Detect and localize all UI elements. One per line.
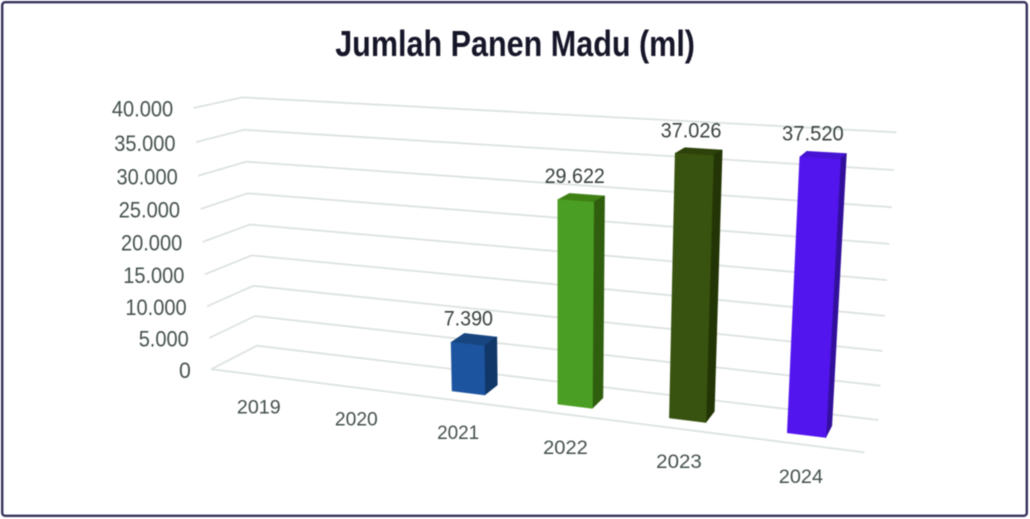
svg-text:25.000: 25.000 bbox=[119, 198, 180, 223]
svg-text:30.000: 30.000 bbox=[117, 165, 178, 190]
svg-text:2023: 2023 bbox=[656, 451, 702, 473]
svg-text:0: 0 bbox=[179, 358, 191, 383]
svg-text:20.000: 20.000 bbox=[121, 231, 182, 256]
svg-text:5.000: 5.000 bbox=[139, 327, 189, 352]
svg-text:29.622: 29.622 bbox=[545, 164, 605, 188]
svg-text:37.520: 37.520 bbox=[782, 121, 844, 145]
svg-text:40.000: 40.000 bbox=[112, 97, 173, 122]
svg-text:2019: 2019 bbox=[237, 397, 281, 419]
svg-text:15.000: 15.000 bbox=[123, 263, 184, 288]
svg-text:35.000: 35.000 bbox=[114, 131, 175, 156]
svg-text:Jumlah Panen Madu (ml): Jumlah Panen Madu (ml) bbox=[335, 23, 695, 64]
svg-text:37.026: 37.026 bbox=[661, 119, 722, 143]
svg-text:2020: 2020 bbox=[335, 409, 378, 431]
svg-text:10.000: 10.000 bbox=[125, 295, 186, 320]
svg-text:2024: 2024 bbox=[779, 466, 823, 488]
svg-text:7.390: 7.390 bbox=[444, 307, 493, 331]
svg-text:2022: 2022 bbox=[543, 437, 588, 459]
svg-text:2021: 2021 bbox=[437, 422, 479, 444]
